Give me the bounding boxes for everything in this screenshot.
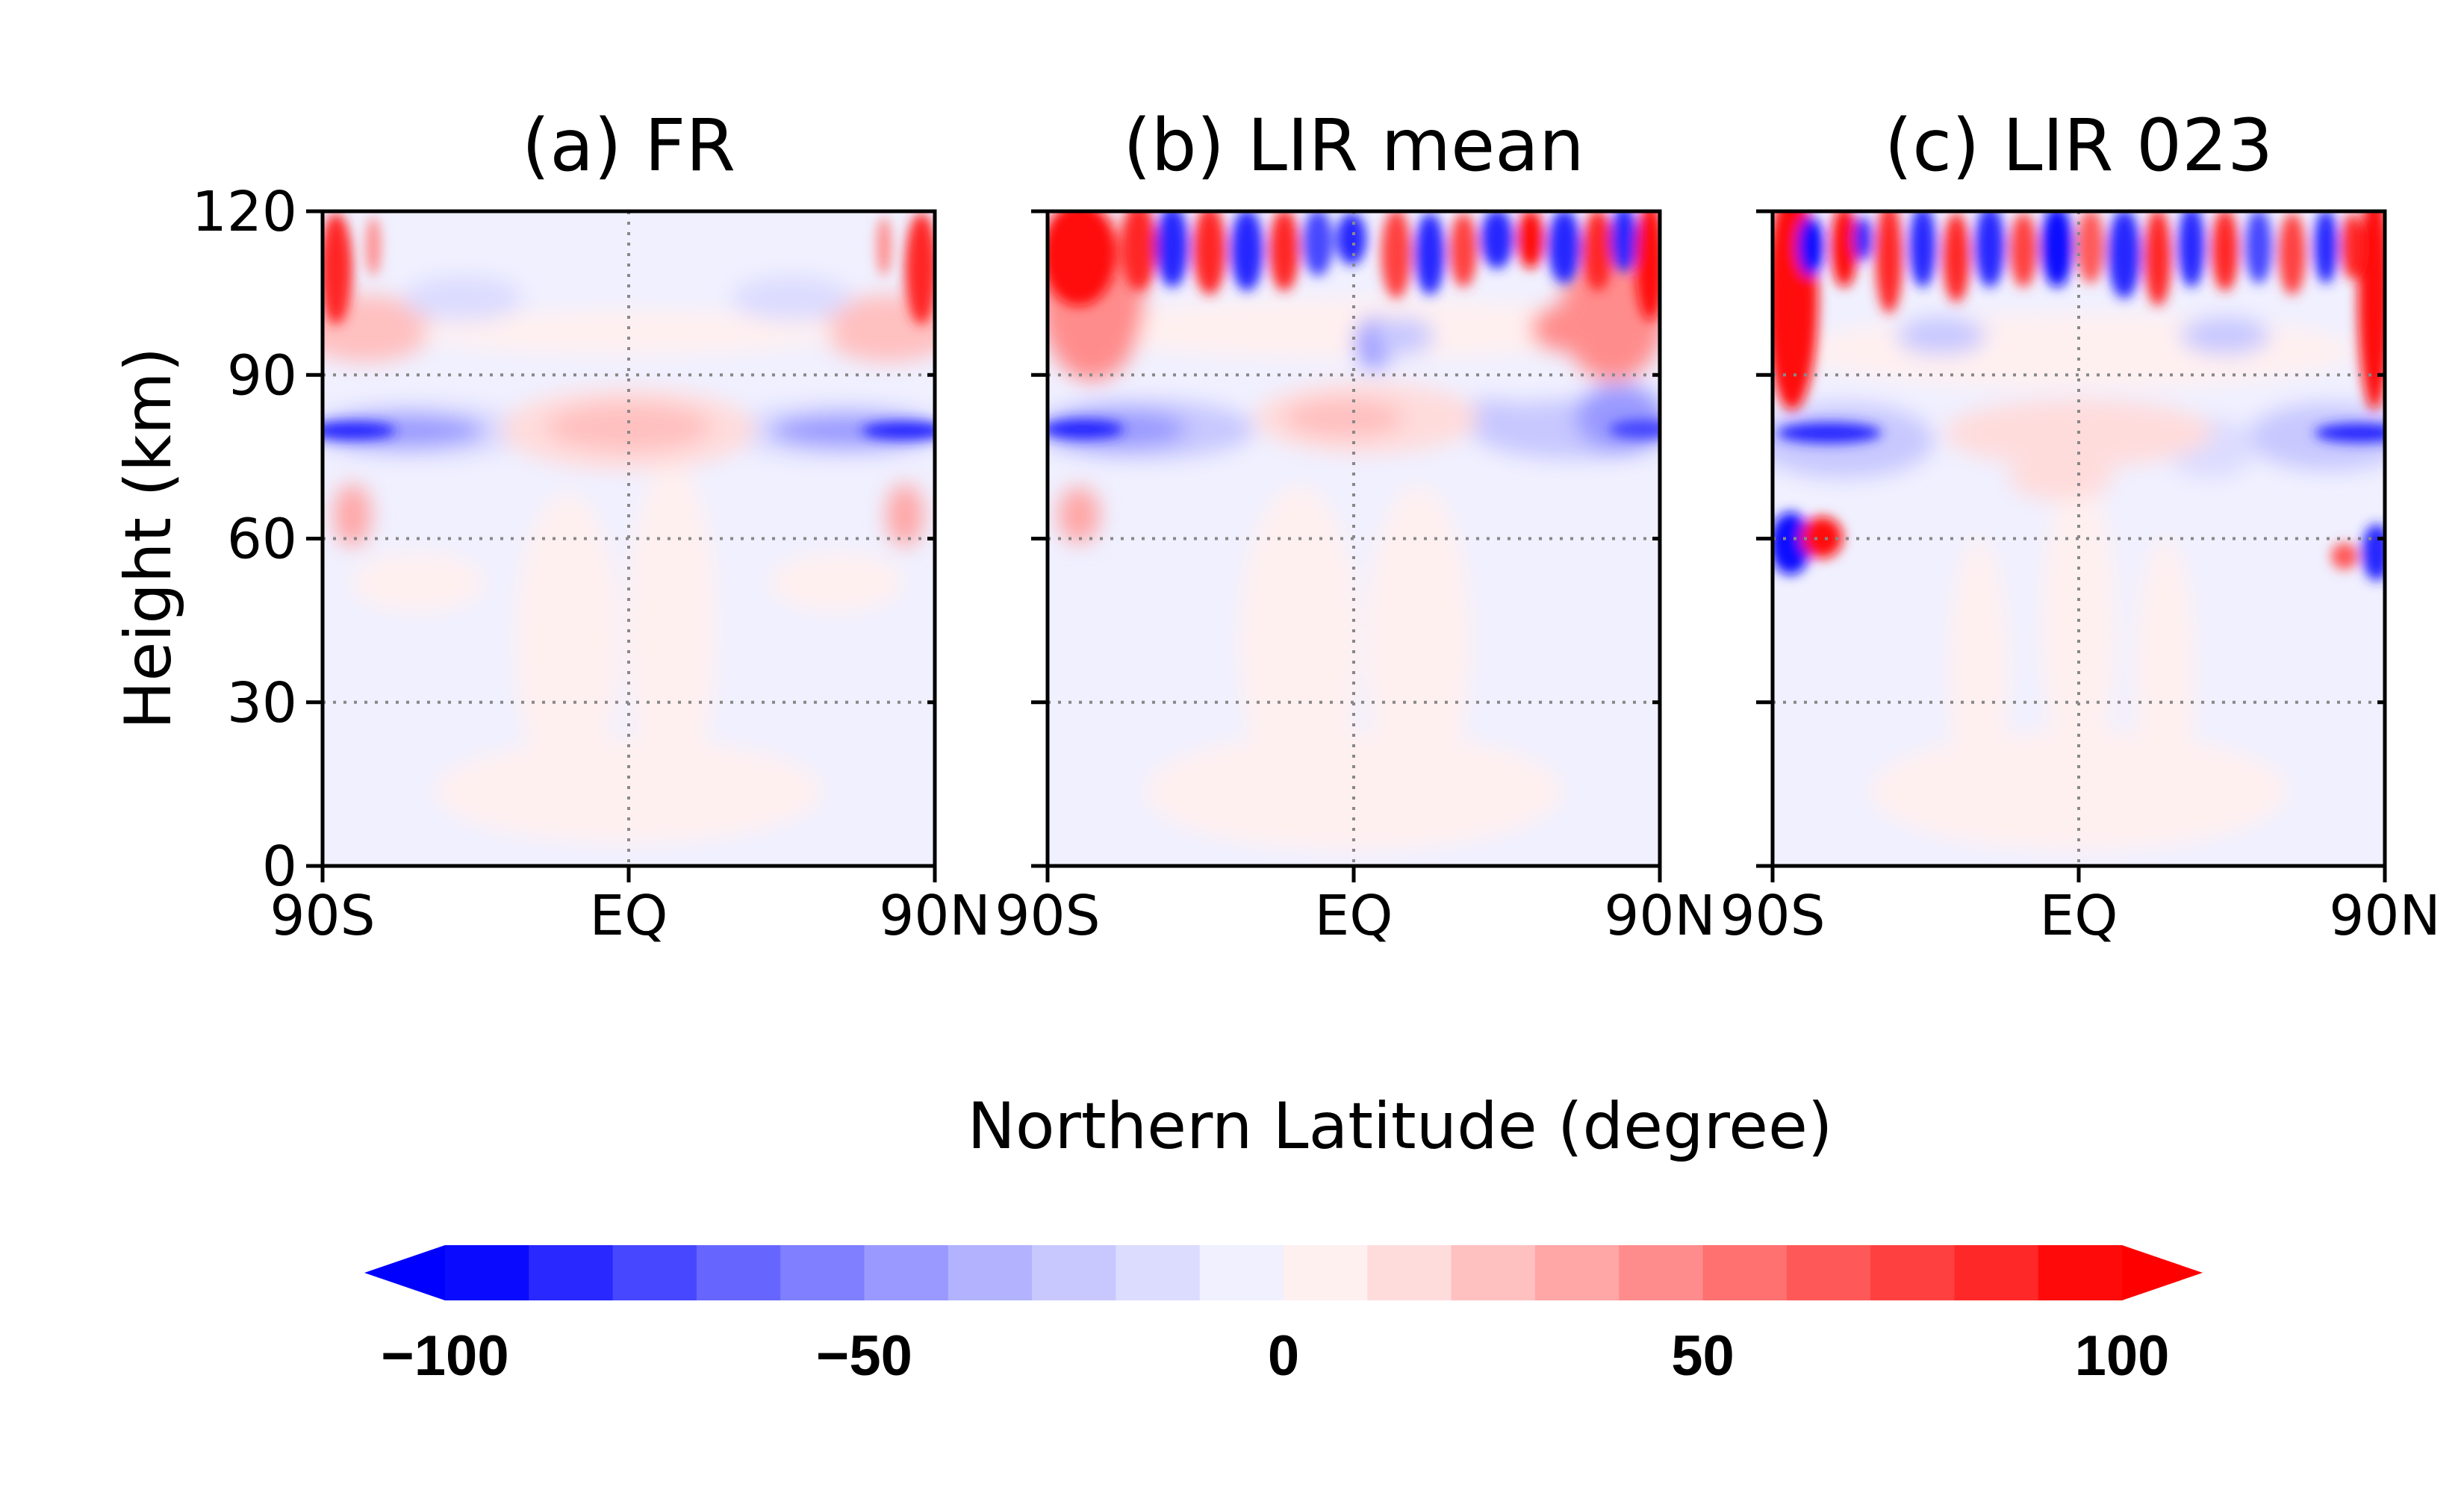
panel-a-field	[323, 213, 935, 844]
panel-a-xtick-label-0: EQ	[589, 884, 668, 948]
panel-b-field	[1048, 211, 1660, 851]
colorbar-segment-0	[445, 1245, 529, 1300]
panel-a-ytick-label-120: 120	[192, 180, 297, 244]
colorbar-segment-9	[1199, 1245, 1284, 1300]
colorbar-segment-5	[864, 1245, 949, 1300]
colorbar-segment-2	[612, 1245, 697, 1300]
panel-a	[323, 211, 935, 866]
panel-a-ytick-label-30: 30	[227, 671, 297, 735]
colorbar-tick-label-0: −100	[381, 1324, 508, 1388]
panel-c-xtick-label-90: 90N	[2329, 884, 2441, 948]
colorbar-segment-12	[1451, 1245, 1536, 1300]
colorbar-segment-15	[1702, 1245, 1788, 1300]
x-axis-label: Northern Latitude (degree)	[968, 1089, 1833, 1164]
panel-a-title: (a) FR	[522, 104, 735, 187]
colorbar-segment-1	[529, 1245, 614, 1300]
colorbar-segment-4	[780, 1245, 865, 1300]
panel-c	[1773, 211, 2385, 866]
colorbar-segment-17	[1870, 1245, 1955, 1300]
panel-b-title: (b) LIR mean	[1123, 104, 1584, 187]
colorbar-segment-3	[696, 1245, 781, 1300]
panel-a-ytick-label-60: 60	[227, 508, 297, 572]
colorbar-segment-18	[1954, 1245, 2039, 1300]
colorbar: −100 −50 0 50 100	[364, 1245, 2203, 1388]
colorbar-segment-6	[948, 1245, 1033, 1300]
colorbar-tick-label-1: −50	[816, 1324, 912, 1388]
colorbar-tick-label-2: 0	[1268, 1324, 1299, 1388]
colorbar-segment-7	[1032, 1245, 1116, 1300]
panel-c-title: (c) LIR 023	[1885, 104, 2273, 187]
y-axis-label: Height (km)	[111, 347, 186, 729]
panel-b-xtick-label--90: 90S	[995, 884, 1100, 948]
colorbar-segment-8	[1116, 1245, 1201, 1300]
panel-b-xtick-label-0: EQ	[1314, 884, 1393, 948]
panel-b-xtick-label-90: 90N	[1604, 884, 1716, 948]
panel-c-field	[1773, 211, 2385, 851]
panel-a-ytick-label-0: 0	[262, 835, 297, 899]
panel-a-ytick-label-90: 90	[227, 343, 297, 408]
colorbar-segment-16	[1786, 1245, 1871, 1300]
panel-a-xtick-label--90: 90S	[270, 884, 375, 948]
panel-c-xtick-label--90: 90S	[1720, 884, 1825, 948]
colorbar-segment-19	[2038, 1245, 2123, 1300]
colorbar-tick-label-4: 100	[2075, 1324, 2170, 1388]
colorbar-segment-13	[1534, 1245, 1620, 1300]
colorbar-under-arrow	[364, 1245, 445, 1300]
colorbar-tick-label-3: 50	[1671, 1324, 1735, 1388]
colorbar-segment-11	[1367, 1245, 1452, 1300]
panel-c-xtick-label-0: EQ	[2039, 884, 2118, 948]
colorbar-over-arrow	[2122, 1245, 2203, 1300]
panel-a-xtick-label-90: 90N	[879, 884, 991, 948]
colorbar-segment-10	[1284, 1245, 1368, 1300]
colorbar-segment-14	[1619, 1245, 1704, 1300]
